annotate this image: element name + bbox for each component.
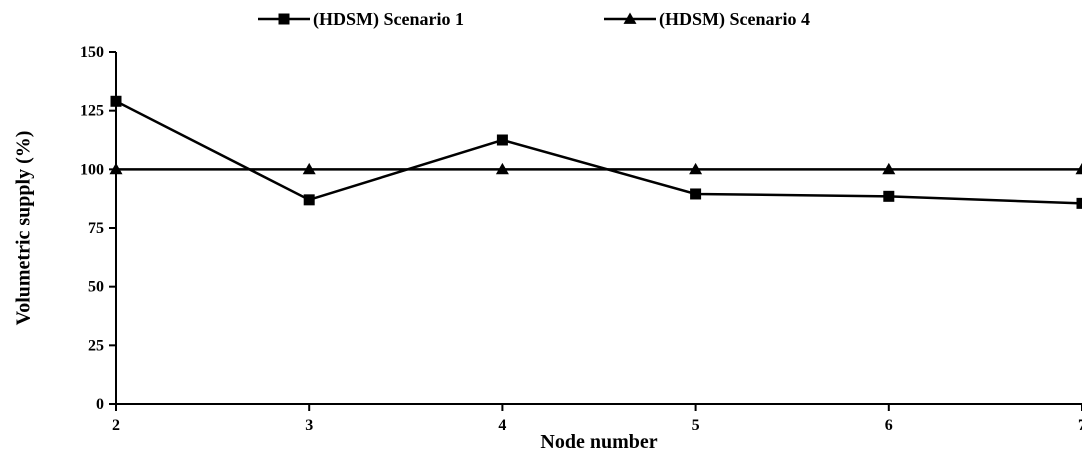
ticks: 0 25 50 75 100 125 150 2 3 4 5 6 7	[80, 44, 1082, 434]
legend-marker-square	[278, 13, 290, 25]
data-point-triangle	[109, 162, 123, 175]
data-point-square	[496, 134, 508, 146]
x-tick-label: 7	[1078, 417, 1082, 434]
x-tick-label: 3	[305, 417, 313, 434]
x-tick-label: 4	[498, 417, 506, 434]
data-point-square	[1076, 197, 1082, 209]
y-tick-label: 25	[88, 337, 104, 354]
series-2	[109, 162, 1082, 175]
data-point-triangle	[495, 162, 509, 175]
y-tick-label: 75	[88, 220, 104, 237]
x-tick-label: 6	[885, 417, 893, 434]
y-tick-label: 150	[80, 44, 104, 61]
legend-label: (HDSM) Scenario 1	[313, 9, 464, 30]
series-1	[110, 95, 1082, 209]
x-tick-label: 5	[692, 417, 700, 434]
legend-item-2: (HDSM) Scenario 4	[604, 9, 810, 30]
x-tick-label: 2	[112, 417, 120, 434]
legend-label: (HDSM) Scenario 4	[659, 9, 810, 30]
data-point-square	[110, 95, 122, 107]
y-tick-label: 125	[80, 103, 104, 120]
y-tick-label: 100	[80, 161, 104, 178]
data-point-triangle	[1075, 162, 1082, 175]
axes	[115, 52, 1082, 405]
data-point-triangle	[882, 162, 896, 175]
y-axis-title: Volumetric supply (%)	[13, 131, 35, 326]
data-point-triangle	[689, 162, 703, 175]
data-point-square	[690, 188, 702, 200]
x-axis-title: Node number	[540, 431, 657, 453]
data-point-square	[883, 190, 895, 202]
y-tick-label: 0	[96, 396, 104, 413]
data-point-triangle	[302, 162, 316, 175]
legend-item-1: (HDSM) Scenario 1	[258, 9, 464, 30]
legend: (HDSM) Scenario 1 (HDSM) Scenario 4	[258, 9, 810, 30]
series-group	[109, 95, 1082, 209]
data-point-square	[303, 194, 315, 206]
legend-marker-triangle	[623, 12, 637, 24]
series-line	[115, 100, 1082, 205]
y-tick-label: 50	[88, 279, 104, 296]
